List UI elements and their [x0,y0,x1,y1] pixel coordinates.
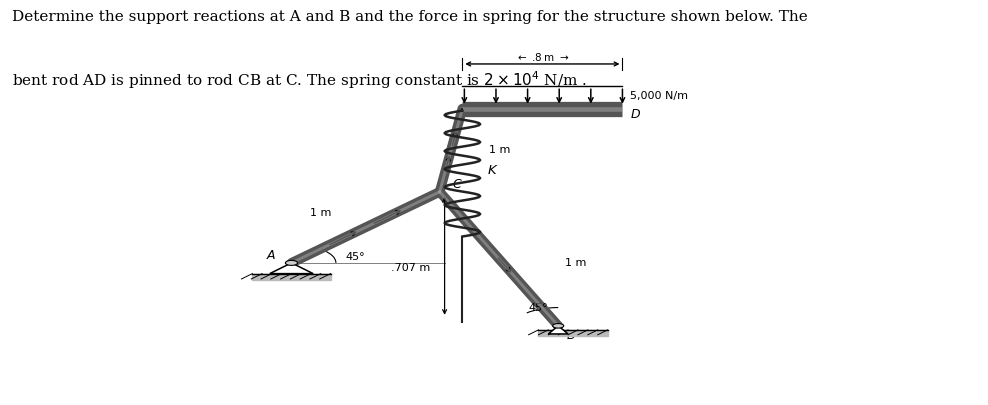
Polygon shape [270,263,313,274]
Text: $D$: $D$ [630,107,641,120]
Text: $K$: $K$ [487,164,499,177]
Text: 1 m: 1 m [310,207,331,217]
Text: 1 m: 1 m [489,145,511,155]
Text: .707 m: .707 m [390,262,430,272]
Text: 1 m: 1 m [565,258,587,267]
Circle shape [552,324,564,328]
Text: Determine the support reactions at A and B and the force in spring for the struc: Determine the support reactions at A and… [12,10,807,24]
Text: $A$: $A$ [267,248,277,261]
Text: $C$: $C$ [452,177,462,190]
Polygon shape [548,326,568,334]
Text: $B$: $B$ [566,328,576,341]
Circle shape [286,261,297,266]
Text: 45°: 45° [346,251,366,261]
Text: 5,000 N/m: 5,000 N/m [630,91,689,101]
Text: 45°: 45° [529,302,548,312]
Text: $\leftarrow$ .8 m $\rightarrow$: $\leftarrow$ .8 m $\rightarrow$ [515,51,570,63]
Text: bent rod AD is pinned to rod CB at C. The spring constant is $2 \times 10^4$ N/m: bent rod AD is pinned to rod CB at C. Th… [12,69,587,90]
